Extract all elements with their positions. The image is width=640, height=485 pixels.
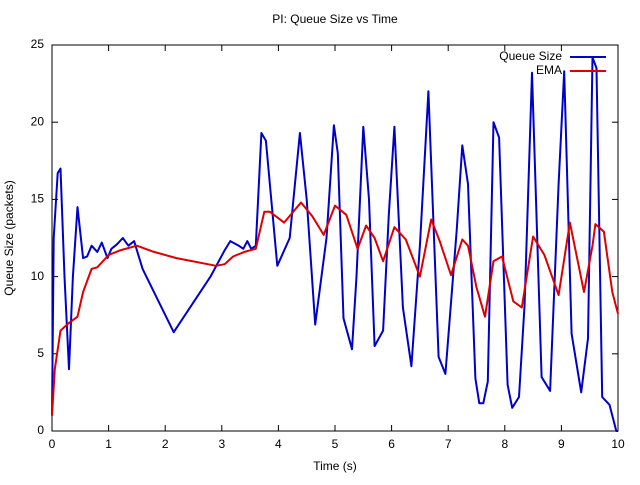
x-tick-label: 5 [332, 437, 339, 451]
x-tick-label: 10 [611, 437, 625, 451]
x-tick-label: 9 [558, 437, 565, 451]
x-tick-label: 8 [501, 437, 508, 451]
x-axis-label: Time (s) [313, 459, 357, 473]
x-tick-label: 7 [445, 437, 452, 451]
y-tick-label: 25 [31, 37, 45, 51]
chart-title: PI: Queue Size vs Time [272, 12, 398, 26]
legend-label: EMA [536, 63, 562, 77]
series-line [51, 201, 619, 416]
legend-label: Queue Size [499, 49, 562, 63]
y-tick-label: 10 [31, 269, 45, 283]
x-tick-label: 4 [275, 437, 282, 451]
x-tick-label: 2 [162, 437, 169, 451]
y-tick-label: 0 [37, 423, 44, 437]
y-tick-label: 5 [37, 346, 44, 360]
y-tick-label: 15 [31, 192, 45, 206]
x-tick-label: 6 [388, 437, 395, 451]
x-tick-label: 3 [218, 437, 225, 451]
x-tick-label: 0 [49, 437, 56, 451]
y-tick-label: 20 [31, 114, 45, 128]
y-axis-label: Queue Size (packets) [2, 180, 16, 295]
x-tick-label: 1 [105, 437, 112, 451]
